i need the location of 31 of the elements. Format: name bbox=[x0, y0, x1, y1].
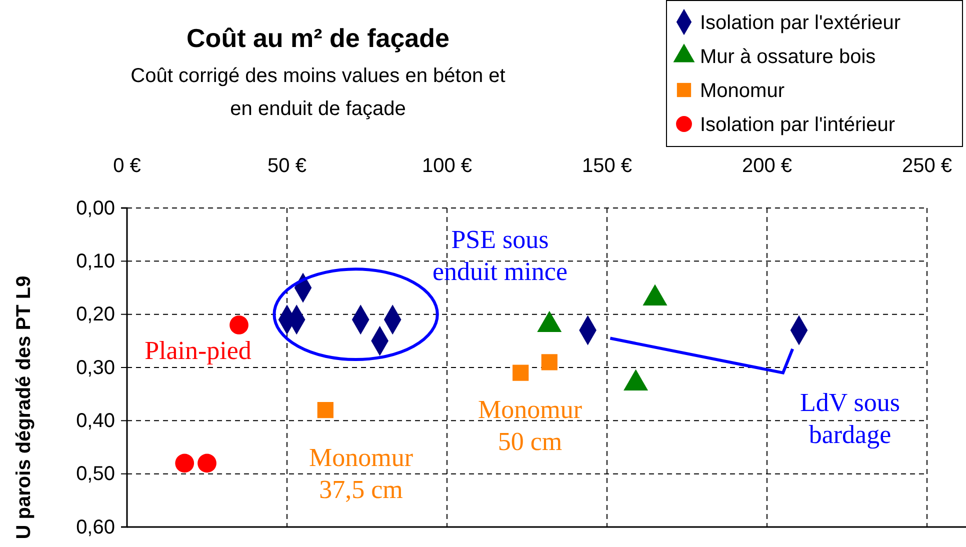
chart-title: Coût au m² de façade bbox=[186, 23, 450, 53]
y-tick-label: 0,30 bbox=[76, 356, 115, 379]
y-tick-label: 0,40 bbox=[76, 410, 115, 432]
y-tick-label: 0,20 bbox=[76, 304, 115, 326]
point bbox=[512, 364, 529, 381]
x-tick-label: 100 € bbox=[422, 155, 472, 177]
point bbox=[317, 402, 334, 418]
legend-label: Mur à ossature bois bbox=[700, 46, 876, 68]
point bbox=[230, 316, 248, 334]
annotation: Plain-pied bbox=[144, 336, 252, 365]
legend-label: Isolation par l'intérieur bbox=[700, 114, 896, 136]
y-tick-label: 0,50 bbox=[76, 463, 115, 486]
x-tick-label: 50 € bbox=[268, 155, 306, 177]
x-tick-label: 250 € bbox=[902, 155, 952, 177]
annotation: LdV sous bardage bbox=[800, 388, 900, 449]
annotation: Monomur 50 cm bbox=[478, 395, 582, 456]
x-tick-label: 200 € bbox=[742, 155, 792, 177]
annotation: PSE sous enduit mince bbox=[432, 225, 568, 286]
legend-label: Monomur bbox=[700, 80, 785, 102]
y-axis-title: U parois dégradé des PT L9 bbox=[13, 276, 35, 540]
point bbox=[175, 454, 194, 473]
y-tick-label: 0,00 bbox=[76, 197, 115, 220]
annotation: Monomur 37,5 cm bbox=[309, 443, 414, 504]
legend-label: Isolation par l'extérieur bbox=[700, 12, 901, 34]
y-tick-label: 0,10 bbox=[76, 250, 115, 273]
point bbox=[198, 454, 216, 473]
point bbox=[541, 354, 558, 370]
y-tick-label: 0,60 bbox=[76, 516, 115, 538]
x-tick-label: 150 € bbox=[582, 155, 632, 177]
chart-subtitle: Coût corrigé des moins values en béton et en enduit de façade bbox=[130, 65, 506, 120]
x-tick-label: 0 € bbox=[113, 155, 141, 177]
